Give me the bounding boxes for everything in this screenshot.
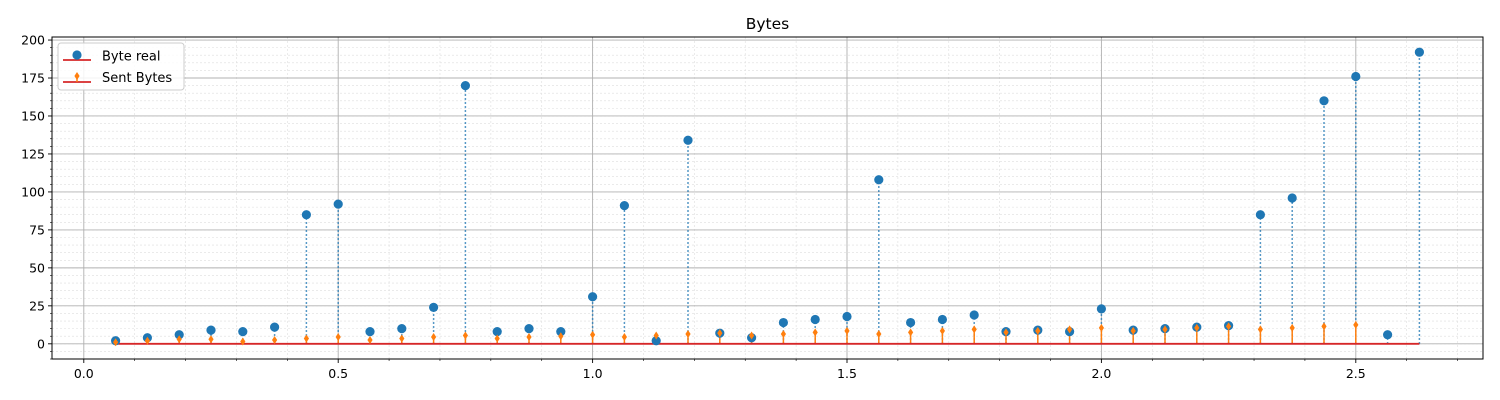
byte-real-point: [937, 314, 948, 325]
y-tick-label: 175: [21, 71, 45, 86]
y-tick-label: 25: [29, 298, 45, 313]
byte-real-point: [683, 135, 693, 145]
sent-bytes-point: [1162, 325, 1168, 334]
sent-bytes-point: [367, 336, 373, 345]
byte-real-point: [1096, 304, 1106, 314]
plot-frame: [51, 36, 1484, 360]
sent-bytes-point: [303, 334, 309, 343]
sent-bytes-point: [526, 332, 532, 341]
x-tick-label: 0.0: [74, 366, 94, 381]
y-tick-label: 0: [37, 336, 45, 351]
sent-bytes-point: [1098, 323, 1104, 332]
sent-bytes-point: [208, 335, 214, 344]
sent-bytes-point: [1067, 325, 1073, 334]
byte-real-point: [1383, 330, 1393, 340]
sent-bytes-point: [1321, 322, 1327, 331]
x-tick-label: 2.0: [1091, 366, 1111, 381]
sent-bytes-point: [621, 332, 627, 341]
legend-sent-bytes-marker: [74, 72, 80, 80]
legend-byte-real-label: Byte real: [102, 50, 160, 65]
x-tick-label: 1.0: [583, 366, 603, 381]
byte-real-point: [492, 327, 502, 337]
byte-real-point: [365, 327, 375, 337]
byte-real-point: [969, 310, 979, 320]
sent-bytes-point: [1003, 328, 1009, 337]
byte-real-point: [333, 199, 343, 209]
byte-real-point: [619, 200, 630, 211]
byte-real-point: [174, 330, 184, 340]
byte-real-point: [874, 175, 884, 185]
sent-bytes-point: [335, 332, 341, 341]
byte-real-point: [651, 336, 661, 346]
sent-bytes-point: [399, 334, 405, 343]
byte-real-point: [524, 324, 534, 334]
sent-bytes-point: [1353, 320, 1359, 329]
legend: Byte real Sent Bytes: [57, 42, 185, 91]
sent-bytes-point: [1035, 326, 1041, 335]
sent-bytes-point: [1289, 323, 1295, 332]
byte-real-point: [238, 327, 248, 337]
sent-bytes-point: [908, 328, 914, 337]
sent-bytes-point: [240, 337, 246, 346]
y-tick-label: 150: [21, 108, 45, 123]
sent-bytes-point: [971, 325, 977, 334]
sent-bytes-point: [113, 338, 119, 347]
sent-bytes-point: [653, 331, 659, 340]
byte-real-point: [778, 317, 789, 328]
x-tick-label: 1.5: [837, 366, 857, 381]
sent-bytes-point: [590, 330, 596, 339]
byte-real-point: [1255, 210, 1265, 220]
sent-bytes-point: [494, 334, 500, 343]
sent-bytes-point: [144, 336, 150, 345]
sent-bytes-point: [844, 326, 850, 335]
sent-bytes-point: [685, 329, 691, 338]
sent-bytes-point: [749, 331, 755, 340]
sent-bytes-point: [272, 336, 278, 345]
sent-bytes-point: [176, 335, 182, 344]
x-tick-label: 2.5: [1346, 366, 1366, 381]
byte-real-point: [810, 314, 820, 325]
sent-bytes-point: [1257, 325, 1263, 334]
y-tick-label: 100: [21, 184, 45, 199]
grid: [52, 37, 1483, 360]
legend-box: [57, 42, 185, 91]
byte-real-point: [206, 325, 216, 335]
sent-bytes-point: [558, 332, 564, 341]
byte-real-point: [1319, 96, 1329, 106]
stems: [114, 52, 1421, 344]
byte-real-point: [301, 210, 311, 220]
legend-sent-bytes-label: Sent Bytes: [102, 71, 172, 86]
byte-real-point: [842, 311, 852, 322]
sent-bytes-point: [717, 329, 723, 338]
sent-bytes-point: [431, 332, 437, 341]
y-tick-label: 125: [21, 146, 45, 161]
byte-real-point: [588, 292, 598, 302]
sent-bytes-point: [1130, 326, 1136, 335]
byte-real-point: [906, 317, 916, 328]
sent-bytes-point: [812, 328, 818, 337]
legend-byte-real-marker: [72, 50, 82, 60]
sent-bytes-point: [780, 329, 786, 338]
byte-real-point: [1287, 193, 1297, 203]
markers: [111, 47, 1424, 347]
sent-bytes-point: [876, 329, 882, 338]
byte-real-point: [460, 81, 470, 91]
sent-bytes-point: [1194, 323, 1200, 332]
y-tick-label: 75: [29, 222, 45, 237]
x-tick-label: 0.5: [328, 366, 348, 381]
y-tick-label: 200: [21, 33, 45, 48]
byte-real-point: [556, 327, 566, 337]
sent-bytes-point: [939, 326, 945, 335]
byte-real-point: [1351, 71, 1361, 82]
y-tick-label: 50: [29, 260, 45, 275]
byte-real-point: [1414, 47, 1424, 57]
axis-ticks: 0.0 0.5 1.0 1.5 2.0 2.5 0 25 50 75 100 125 150 175 200: [21, 33, 1458, 381]
byte-real-point: [429, 302, 439, 312]
sent-bytes-point: [462, 331, 468, 340]
byte-real-point: [270, 322, 280, 332]
byte-real-point: [397, 324, 407, 334]
chart-title: Bytes: [746, 15, 790, 33]
sent-bytes-point: [1226, 322, 1232, 331]
